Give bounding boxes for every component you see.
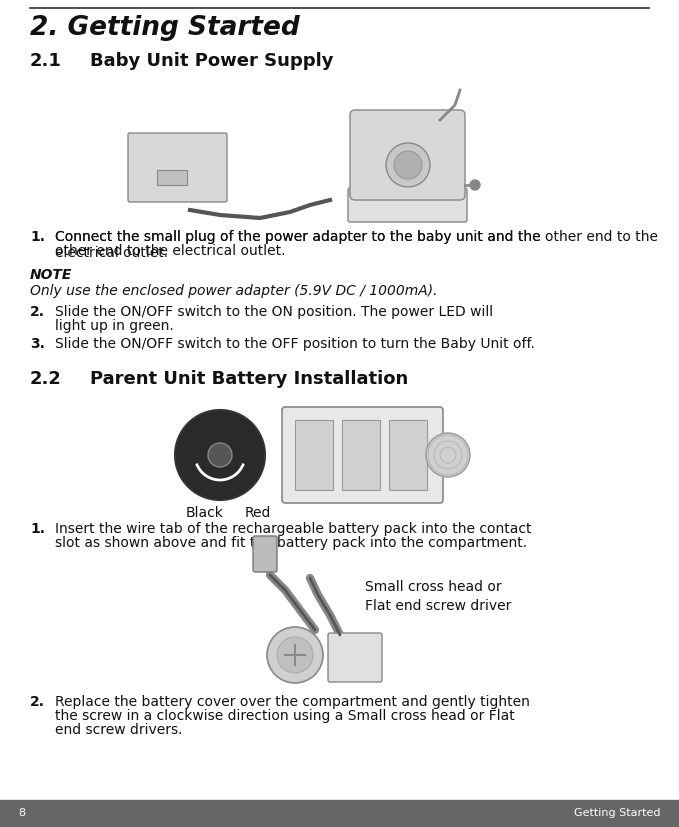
Circle shape (208, 443, 232, 467)
Text: Connect the small plug of the power adapter to the baby unit and the other end t: Connect the small plug of the power adap… (55, 230, 658, 261)
Text: 2.2: 2.2 (30, 370, 62, 388)
Bar (342, 420, 380, 490)
Text: Replace the battery cover over the compartment and gently tighten: Replace the battery cover over the compa… (55, 695, 530, 709)
Text: 1.: 1. (30, 230, 45, 244)
Bar (295, 420, 333, 490)
Text: 8: 8 (18, 809, 25, 819)
Circle shape (277, 637, 313, 673)
Text: Slide the ON/OFF switch to the ON position. The power LED will: Slide the ON/OFF switch to the ON positi… (55, 305, 493, 319)
FancyBboxPatch shape (348, 188, 467, 222)
Text: Baby Unit Power Supply: Baby Unit Power Supply (90, 52, 333, 70)
Text: the screw in a clockwise direction using a Small cross head or Flat: the screw in a clockwise direction using… (55, 709, 515, 723)
Text: 2.: 2. (30, 695, 45, 709)
Text: NOTE: NOTE (30, 268, 73, 282)
Text: Connect the small plug of the power adapter to the baby unit and the: Connect the small plug of the power adap… (55, 230, 540, 244)
Circle shape (426, 433, 470, 477)
Circle shape (470, 180, 480, 190)
FancyBboxPatch shape (328, 633, 382, 682)
Bar (157, 170, 187, 185)
Text: Parent Unit Battery Installation: Parent Unit Battery Installation (90, 370, 408, 388)
Bar (0, 800, 679, 827)
Text: 2.1: 2.1 (30, 52, 62, 70)
Text: Insert the wire tab of the rechargeable battery pack into the contact: Insert the wire tab of the rechargeable … (55, 522, 532, 536)
Text: Small cross head or
Flat end screw driver: Small cross head or Flat end screw drive… (365, 580, 511, 614)
Text: Only use the enclosed power adapter (5.9V DC / 1000mA).: Only use the enclosed power adapter (5.9… (30, 284, 437, 298)
Text: Red: Red (245, 506, 271, 520)
Circle shape (386, 143, 430, 187)
Circle shape (175, 410, 265, 500)
FancyBboxPatch shape (282, 407, 443, 503)
Text: Getting Started: Getting Started (574, 809, 661, 819)
Text: 2. Getting Started: 2. Getting Started (30, 15, 299, 41)
Bar (389, 420, 427, 490)
Text: 2.: 2. (30, 305, 45, 319)
Text: Black: Black (186, 506, 224, 520)
FancyBboxPatch shape (350, 110, 465, 200)
Text: light up in green.: light up in green. (55, 319, 174, 333)
FancyBboxPatch shape (128, 133, 227, 202)
Text: end screw drivers.: end screw drivers. (55, 723, 183, 737)
Text: 1.: 1. (30, 522, 45, 536)
Text: 3.: 3. (30, 337, 45, 351)
Circle shape (394, 151, 422, 179)
Text: other end to the electrical outlet.: other end to the electrical outlet. (55, 244, 285, 258)
Text: slot as shown above and fit the battery pack into the compartment.: slot as shown above and fit the battery … (55, 536, 527, 550)
FancyBboxPatch shape (253, 536, 277, 572)
Text: Slide the ON/OFF switch to the OFF position to turn the Baby Unit off.: Slide the ON/OFF switch to the OFF posit… (55, 337, 535, 351)
Circle shape (267, 627, 323, 683)
